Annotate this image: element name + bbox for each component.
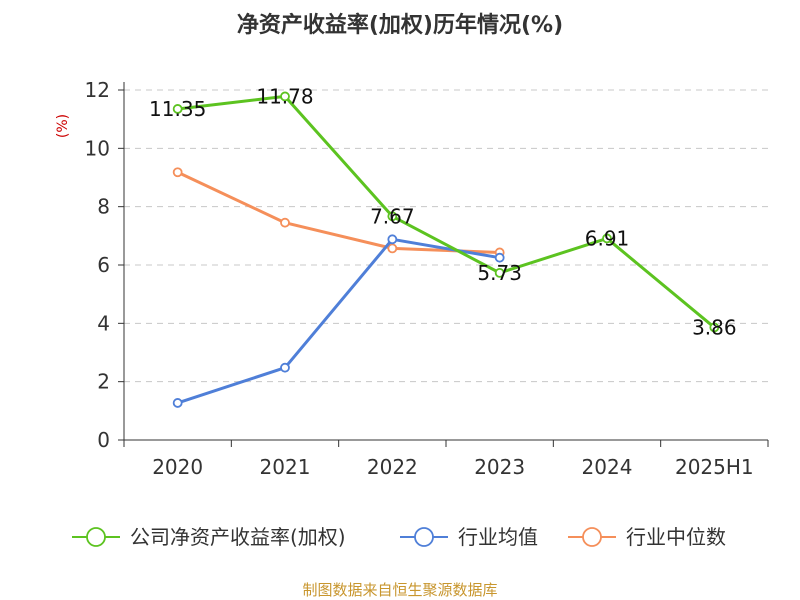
x-tick-label: 2022	[367, 455, 418, 479]
series-line	[177, 237, 500, 405]
legend-item: 行业均值	[400, 525, 538, 549]
data-label: 5.73	[477, 261, 522, 285]
legend-label: 行业均值	[458, 525, 538, 549]
legend: 公司净资产收益率(加权) 行业均值 行业中位数	[72, 525, 726, 549]
grid-lines	[124, 89, 768, 383]
x-tick-label: 2024	[582, 455, 633, 479]
data-point	[387, 234, 398, 245]
y-tick-label: 4	[97, 311, 110, 335]
data-labels: 11.35 11.78 7.67 5.73 6.91 3.86	[149, 84, 737, 339]
data-label: 3.86	[692, 315, 737, 339]
x-tick-label: 2025H1	[675, 455, 754, 479]
data-point	[387, 243, 398, 254]
data-point	[172, 398, 183, 408]
y-tick-label: 0	[97, 428, 110, 452]
axes: 0 2 4 6 8 10 12 2020 2021 2022 2023 2024 2025H1	[85, 78, 769, 479]
data-point	[709, 322, 720, 333]
y-tick-label: 2	[97, 370, 110, 394]
data-point	[172, 167, 183, 178]
data-label: 11.78	[256, 84, 313, 108]
data-point	[494, 267, 505, 278]
data-label: 7.67	[370, 204, 415, 228]
legend-marker	[86, 527, 106, 547]
source-note: 制图数据来自恒生聚源数据库	[302, 581, 497, 599]
y-tick-label: 6	[97, 253, 110, 277]
legend-item: 行业中位数	[568, 525, 726, 549]
y-tick-label: 12	[85, 78, 110, 102]
series-line	[177, 94, 716, 329]
series-layer	[172, 91, 720, 408]
y-tick-label: 10	[85, 136, 110, 160]
data-label: 11.35	[149, 97, 206, 121]
y-tick-label: 8	[97, 195, 110, 219]
series-line	[177, 170, 500, 254]
x-tick-label: 2021	[260, 455, 311, 479]
data-point	[172, 104, 183, 114]
x-tick-label: 2023	[474, 455, 525, 479]
data-point	[494, 252, 505, 263]
legend-item: 公司净资产收益率(加权)	[72, 525, 346, 549]
data-point	[387, 211, 398, 222]
data-point	[602, 233, 612, 244]
y-axis-unit: (%)	[55, 114, 71, 138]
data-point	[280, 91, 290, 102]
data-label: 6.91	[585, 226, 630, 250]
data-point	[280, 217, 290, 228]
data-point	[280, 362, 290, 373]
chart-title: 净资产收益率(加权)历年情况(%)	[237, 12, 563, 38]
legend-marker	[582, 527, 602, 547]
legend-label: 行业中位数	[626, 525, 726, 549]
x-tick-label: 2020	[152, 455, 203, 479]
legend-label: 公司净资产收益率(加权)	[130, 525, 346, 549]
legend-marker	[414, 527, 434, 547]
